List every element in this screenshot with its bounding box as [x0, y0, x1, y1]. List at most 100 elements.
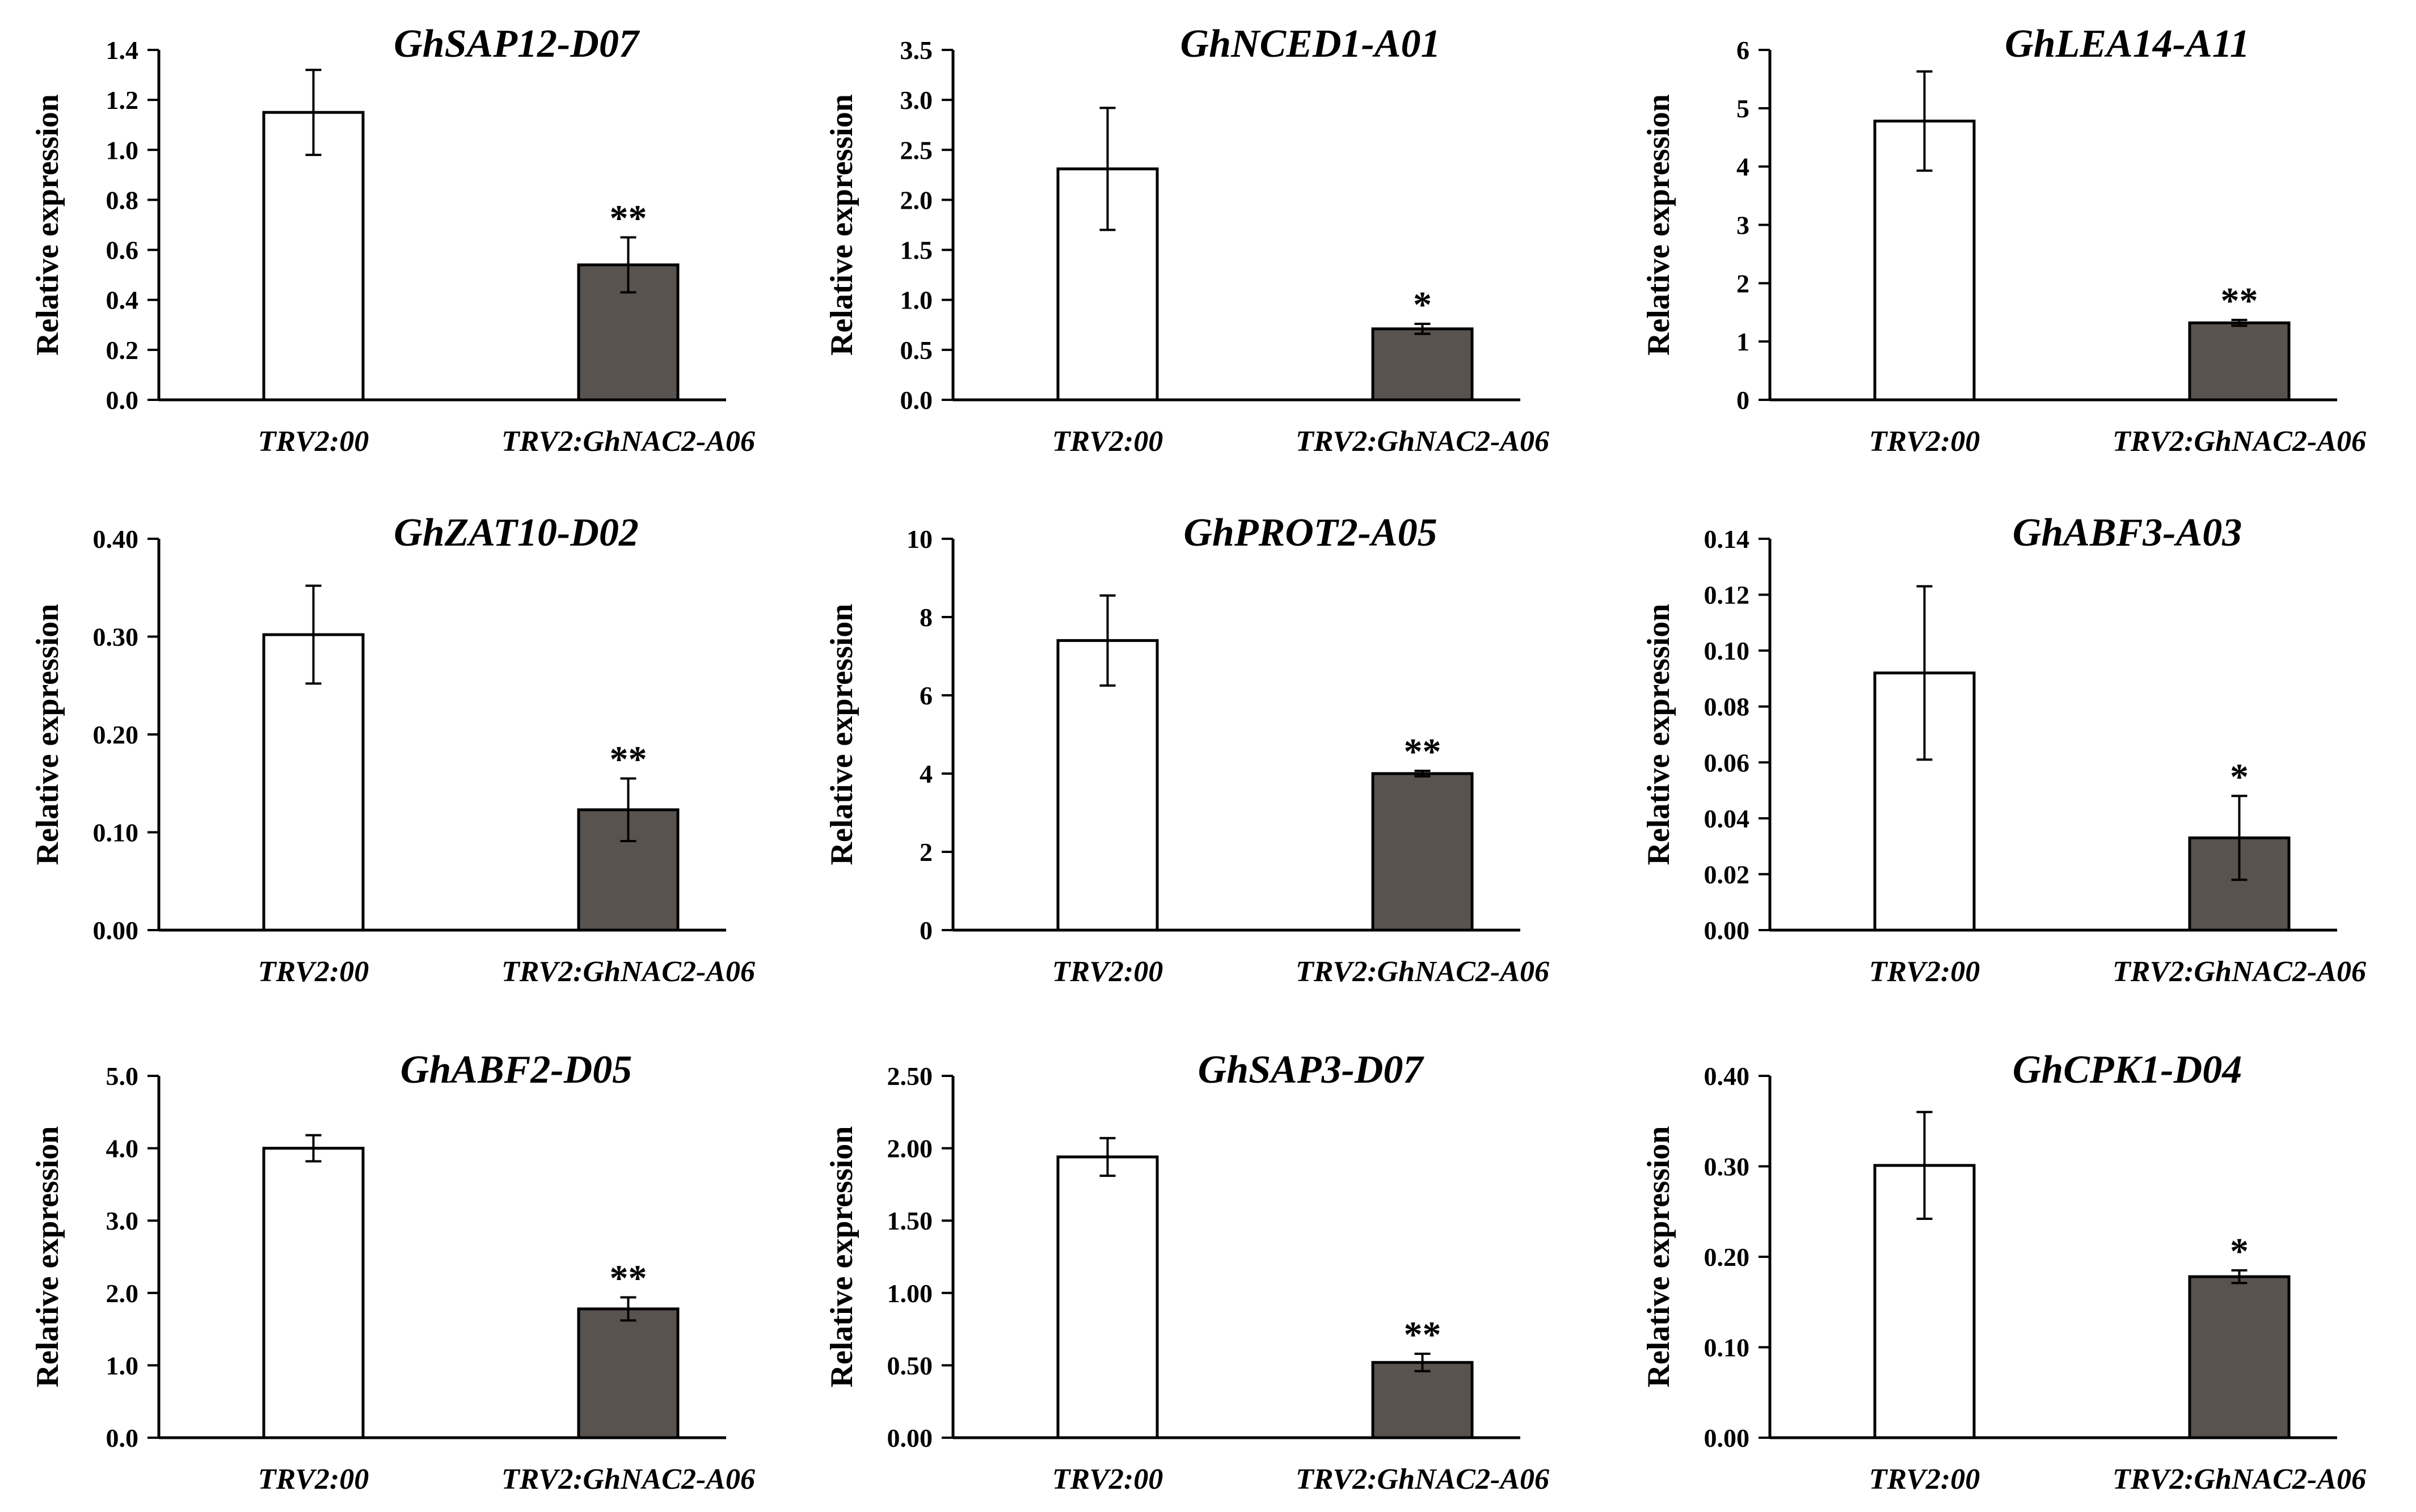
y-tick-label: 0.12 — [1704, 581, 1750, 610]
x-category-label: TRV2:GhNAC2-A06 — [2113, 1463, 2366, 1496]
x-category-label: TRV2:00 — [1869, 956, 1980, 988]
y-tick-label: 0.14 — [1704, 525, 1750, 554]
y-tick-label: 0.0 — [106, 1424, 139, 1452]
y-tick-label: 0.8 — [106, 185, 139, 214]
error-bar — [620, 1296, 636, 1322]
y-tick-label: 0.40 — [93, 525, 139, 554]
error-bar — [305, 584, 322, 685]
chart-title: GhSAP3-D07 — [1198, 1048, 1425, 1092]
y-axis-label: Relative expression — [1641, 604, 1676, 865]
bar-control — [1056, 167, 1159, 402]
y-tick-label: 0.0 — [106, 386, 139, 415]
y-tick-label: 0.00 — [93, 916, 139, 945]
x-category-label: TRV2:GhNAC2-A06 — [2113, 425, 2366, 458]
x-category-label: TRV2:00 — [1052, 1463, 1163, 1496]
x-category-label: TRV2:00 — [258, 425, 369, 458]
bar-treatment — [2188, 1275, 2291, 1439]
bar-treatment — [577, 1307, 680, 1439]
chart-title: GhCPK1-D04 — [2013, 1048, 2242, 1092]
chart-title: GhLEA14-A11 — [2005, 22, 2250, 66]
chart-6: GhABF3-A03 Relative expression 0.00 0.02 0.0… — [1641, 511, 2366, 988]
y-tick-label: 2 — [1736, 269, 1749, 298]
x-category-label: TRV2:GhNAC2-A06 — [1296, 425, 1549, 458]
significance-marker: ** — [2221, 280, 2258, 322]
error-bar — [1916, 585, 1933, 761]
chart-title: GhABF2-D05 — [400, 1048, 632, 1092]
y-tick-label: 6 — [1736, 36, 1749, 65]
error-bar — [620, 236, 636, 294]
significance-marker: ** — [1404, 731, 1441, 772]
y-tick-label: 3.0 — [106, 1206, 139, 1235]
y-tick-label: 1.50 — [887, 1206, 933, 1235]
bar-treatment — [1371, 327, 1474, 402]
bar-control — [262, 1147, 365, 1439]
y-tick-label: 6 — [920, 681, 933, 710]
y-tick-label: 0.00 — [1704, 916, 1750, 945]
error-bar — [1099, 594, 1116, 687]
y-tick-label: 0.00 — [887, 1424, 933, 1452]
y-tick-label: 0.06 — [1704, 748, 1750, 777]
y-tick-label: 1.4 — [106, 36, 139, 65]
y-tick-label: 0.4 — [106, 286, 139, 315]
y-tick-label: 3.0 — [900, 86, 933, 115]
y-axis-label: Relative expression — [30, 94, 65, 356]
y-tick-label: 2 — [920, 838, 933, 867]
x-category-label: TRV2:00 — [1052, 425, 1163, 458]
y-tick-label: 0.40 — [1704, 1062, 1750, 1091]
x-category-label: TRV2:GhNAC2-A06 — [501, 956, 755, 988]
y-tick-label: 3 — [1736, 211, 1749, 240]
chart-7: GhABF2-D05 Relative expression 0.0 1.0 2.0 3.… — [30, 1048, 755, 1496]
significance-marker: ** — [610, 198, 647, 239]
chart-5: GhPROT2-A05 Relative expression 0 2 4 6 8 10 TRV… — [824, 511, 1549, 988]
y-tick-label: 2.0 — [900, 185, 933, 214]
y-tick-label: 1.2 — [106, 86, 139, 115]
y-axis-label: Relative expression — [30, 1126, 65, 1388]
chart-title: GhNCED1-A01 — [1180, 22, 1441, 66]
bar-treatment — [1371, 1361, 1474, 1439]
significance-marker: * — [2230, 1231, 2249, 1272]
bar-control — [1056, 1155, 1159, 1439]
y-tick-label: 0.0 — [900, 386, 933, 415]
y-tick-label: 0.2 — [106, 336, 139, 365]
x-category-label: TRV2:00 — [258, 1463, 369, 1496]
y-tick-label: 0.10 — [1704, 1333, 1750, 1362]
x-category-label: TRV2:GhNAC2-A06 — [1296, 956, 1549, 988]
y-tick-label: 1 — [1736, 327, 1749, 356]
error-bar — [2231, 795, 2248, 881]
bar-treatment — [1371, 772, 1474, 932]
y-tick-label: 2.50 — [887, 1062, 933, 1091]
x-category-label: TRV2:GhNAC2-A06 — [501, 425, 755, 458]
bar-control — [1056, 639, 1159, 932]
y-tick-label: 4 — [1736, 153, 1749, 181]
bar-control — [1873, 119, 1976, 402]
y-tick-label: 5 — [1736, 94, 1749, 123]
error-bar — [2231, 319, 2248, 327]
error-bar — [305, 1134, 322, 1163]
error-bar — [305, 69, 322, 157]
y-tick-label: 3.5 — [900, 36, 933, 65]
chart-2: GhNCED1-A01 Relative expression 0.0 0.5 1.0 1… — [824, 22, 1549, 458]
chart-title: GhZAT10-D02 — [394, 511, 639, 555]
y-tick-label: 4.0 — [106, 1134, 139, 1163]
y-tick-label: 0.50 — [887, 1351, 933, 1380]
x-category-label: TRV2:00 — [1052, 956, 1163, 988]
y-axis-label: Relative expression — [824, 1126, 859, 1388]
y-axis-label: Relative expression — [824, 94, 859, 356]
x-category-label: TRV2:GhNAC2-A06 — [1296, 1463, 1549, 1496]
y-tick-label: 0.20 — [1704, 1243, 1750, 1272]
y-tick-label: 4 — [920, 759, 933, 788]
y-tick-label: 2.00 — [887, 1134, 933, 1163]
x-category-label: TRV2:GhNAC2-A06 — [501, 1463, 755, 1496]
y-axis-label: Relative expression — [1641, 1126, 1676, 1388]
x-category-label: TRV2:00 — [258, 956, 369, 988]
error-bar — [620, 777, 636, 843]
y-tick-label: 10 — [906, 525, 933, 554]
error-bar — [1099, 1137, 1116, 1177]
chart-title: GhPROT2-A05 — [1183, 511, 1437, 555]
y-tick-label: 0.5 — [900, 336, 933, 365]
significance-marker: * — [1413, 284, 1432, 326]
y-axis-label: Relative expression — [1641, 94, 1676, 356]
y-tick-label: 0.6 — [106, 236, 139, 265]
y-axis-label: Relative expression — [30, 604, 65, 865]
y-tick-label: 1.00 — [887, 1279, 933, 1308]
